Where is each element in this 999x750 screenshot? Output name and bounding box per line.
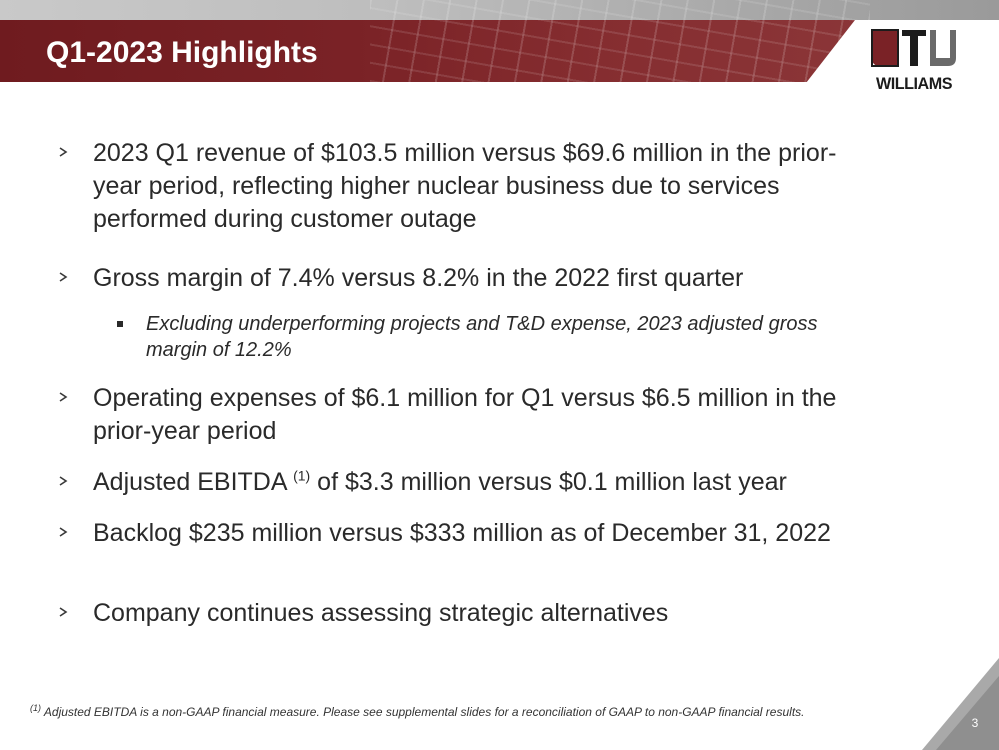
header-banner (0, 0, 999, 92)
williams-logo-mark-icon (870, 28, 958, 72)
arrow-bullet-icon (59, 476, 68, 486)
banner-building-texture (370, 0, 870, 82)
bullet-text: Company continues assessing strategic al… (93, 599, 669, 627)
sub-bullet-text: Excluding underperforming projects and T… (146, 313, 818, 361)
bullet-text-rest: of $3.3 million versus $0.1 million last… (310, 468, 787, 496)
bullet-text: 2023 Q1 revenue of $103.5 million versus… (93, 139, 837, 233)
arrow-bullet-icon (59, 527, 68, 537)
arrow-bullet-icon (59, 272, 68, 282)
banner-top-strip (0, 0, 999, 20)
bullet-text: Adjusted EBITDA (1) of $3.3 million vers… (93, 466, 873, 499)
banner-bottom-gap (0, 82, 999, 92)
footnote-text: Adjusted EBITDA is a non-GAAP financial … (41, 705, 805, 719)
corner-page-tab (922, 658, 999, 750)
arrow-bullet-icon (59, 607, 68, 617)
williams-logo: WILLIAMS (868, 26, 960, 94)
logo-wordmark: WILLIAMS (875, 74, 953, 93)
footnote-marker: (1) (30, 703, 41, 713)
page-number: 3 (971, 716, 979, 730)
bullet-text: Operating expenses of $6.1 million for Q… (93, 384, 837, 445)
bullet-text: Gross margin of 7.4% versus 8.2% in the … (93, 264, 744, 292)
arrow-bullet-icon (59, 392, 68, 402)
bullet-text-main: Adjusted EBITDA (93, 468, 287, 496)
footnote-reference: (1) (293, 467, 311, 484)
square-bullet-icon (117, 321, 123, 327)
footnote: (1) Adjusted EBITDA is a non-GAAP financ… (30, 704, 930, 720)
slide-title: Q1-2023 Highlights (46, 36, 318, 69)
arrow-bullet-icon (59, 147, 68, 157)
bullet-text: Backlog $235 million versus $333 million… (93, 519, 831, 547)
